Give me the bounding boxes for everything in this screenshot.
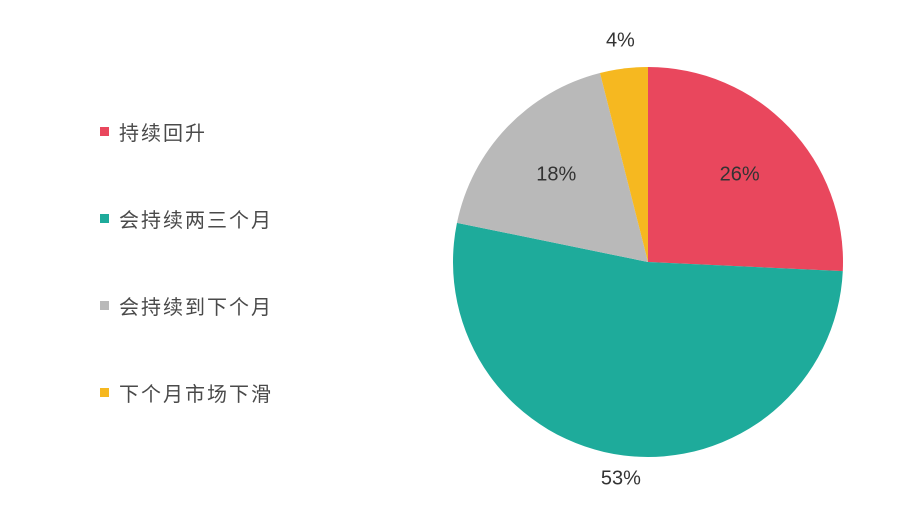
- legend-item: 下个月市场下滑: [100, 378, 398, 407]
- pie-slice-label: 53%: [601, 467, 641, 490]
- legend-marker-icon: [100, 301, 109, 310]
- legend-label: 持续回升: [119, 117, 207, 146]
- legend-item: 持续回升: [100, 117, 398, 146]
- legend-label: 会持续两三个月: [119, 204, 273, 233]
- pie-slice-label: 4%: [606, 30, 635, 53]
- pie-slice-label: 26%: [720, 163, 760, 186]
- pie-chart: 26% 53% 18% 4%: [398, 12, 898, 512]
- pie-svg: [398, 12, 898, 512]
- legend-label: 会持续到下个月: [119, 291, 273, 320]
- legend: 持续回升 会持续两三个月 会持续到下个月 下个月市场下滑: [0, 117, 398, 407]
- legend-item: 会持续到下个月: [100, 291, 398, 320]
- legend-marker-icon: [100, 127, 109, 136]
- pie-slice-label: 18%: [536, 163, 576, 186]
- legend-marker-icon: [100, 214, 109, 223]
- legend-label: 下个月市场下滑: [119, 378, 273, 407]
- legend-marker-icon: [100, 388, 109, 397]
- legend-item: 会持续两三个月: [100, 204, 398, 233]
- chart-container: 持续回升 会持续两三个月 会持续到下个月 下个月市场下滑 26% 53% 18%…: [0, 0, 898, 524]
